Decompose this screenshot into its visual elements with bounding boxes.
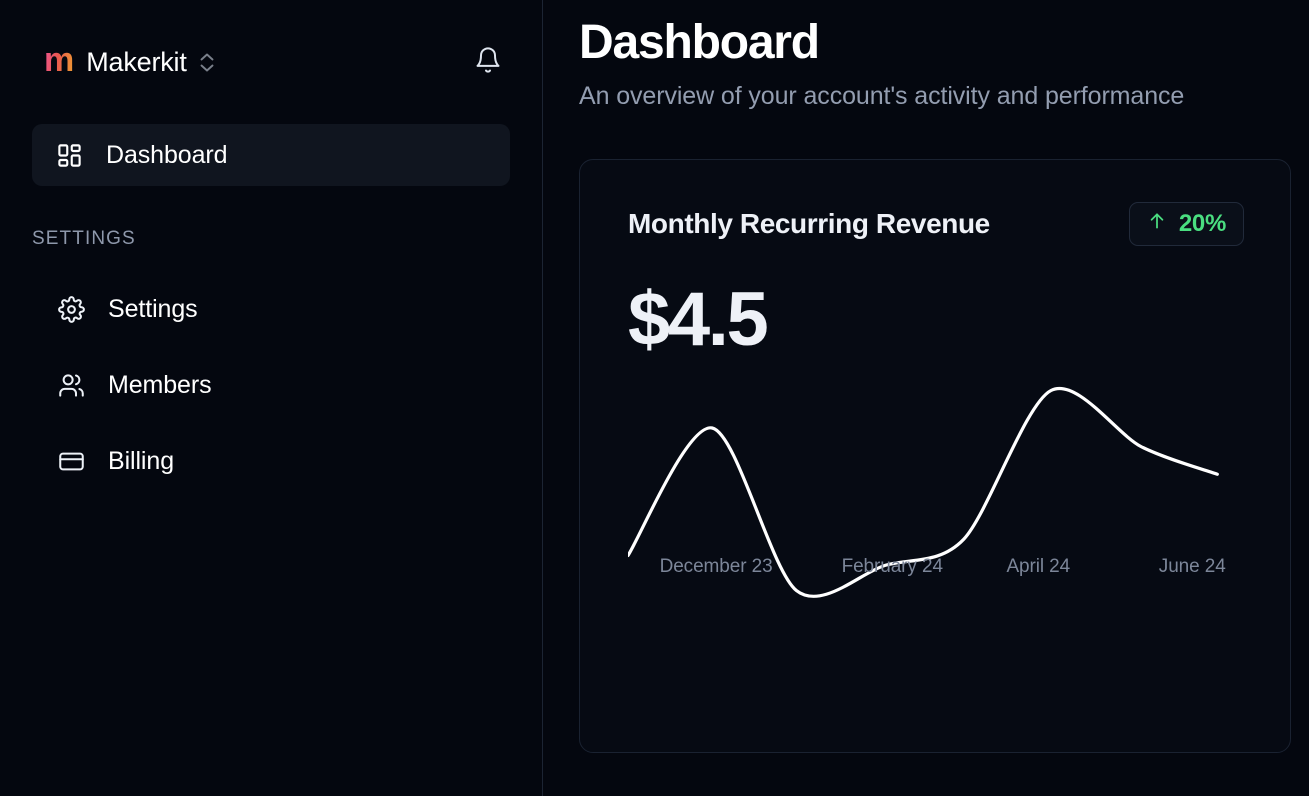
mrr-card-title: Monthly Recurring Revenue bbox=[628, 207, 990, 239]
sidebar-item-label: Dashboard bbox=[106, 140, 228, 169]
sidebar-item-settings[interactable]: Settings bbox=[32, 278, 510, 340]
makerkit-logo-icon: m bbox=[44, 41, 74, 79]
sidebar-item-label: Settings bbox=[108, 294, 198, 323]
sidebar-settings-nav: Settings Members bbox=[0, 278, 542, 492]
sidebar-primary-nav: Dashboard bbox=[0, 124, 542, 186]
gear-icon bbox=[56, 294, 86, 324]
bell-icon bbox=[474, 46, 502, 79]
main-content: Dashboard An overview of your account's … bbox=[543, 0, 1309, 796]
sidebar-item-label: Billing bbox=[108, 446, 174, 475]
credit-card-icon bbox=[56, 446, 86, 476]
users-icon bbox=[56, 370, 86, 400]
mrr-card: Monthly Recurring Revenue 20% $4.5 bbox=[579, 158, 1291, 753]
chevrons-up-down-icon bbox=[200, 53, 214, 72]
sidebar: m Makerkit bbox=[0, 0, 543, 796]
workspace-name: Makerkit bbox=[86, 46, 187, 77]
page-title: Dashboard bbox=[579, 16, 820, 69]
mrr-value: $4.5 bbox=[628, 276, 769, 362]
arrow-up-icon bbox=[1147, 211, 1167, 236]
sidebar-item-billing[interactable]: Billing bbox=[32, 430, 510, 492]
sidebar-header: m Makerkit bbox=[0, 0, 542, 124]
page-subtitle: An overview of your account's activity a… bbox=[579, 81, 1185, 110]
trend-value: 20% bbox=[1178, 209, 1226, 237]
sidebar-item-label: Members bbox=[108, 370, 212, 399]
sidebar-section-settings-label: SETTINGS bbox=[32, 228, 136, 249]
mrr-line-chart-svg bbox=[628, 378, 1244, 628]
trend-badge: 20% bbox=[1128, 201, 1244, 246]
layout-dashboard-icon bbox=[54, 140, 84, 170]
mrr-chart[interactable]: December 23 February 24 April 24 June 24 bbox=[628, 378, 1244, 628]
sidebar-item-dashboard[interactable]: Dashboard bbox=[32, 124, 510, 186]
chart-line-path bbox=[628, 388, 1217, 596]
notifications-button[interactable] bbox=[466, 40, 510, 84]
sidebar-item-members[interactable]: Members bbox=[32, 354, 510, 416]
mrr-card-header: Monthly Recurring Revenue 20% bbox=[628, 201, 1244, 246]
workspace-selector[interactable]: m Makerkit bbox=[44, 43, 214, 81]
